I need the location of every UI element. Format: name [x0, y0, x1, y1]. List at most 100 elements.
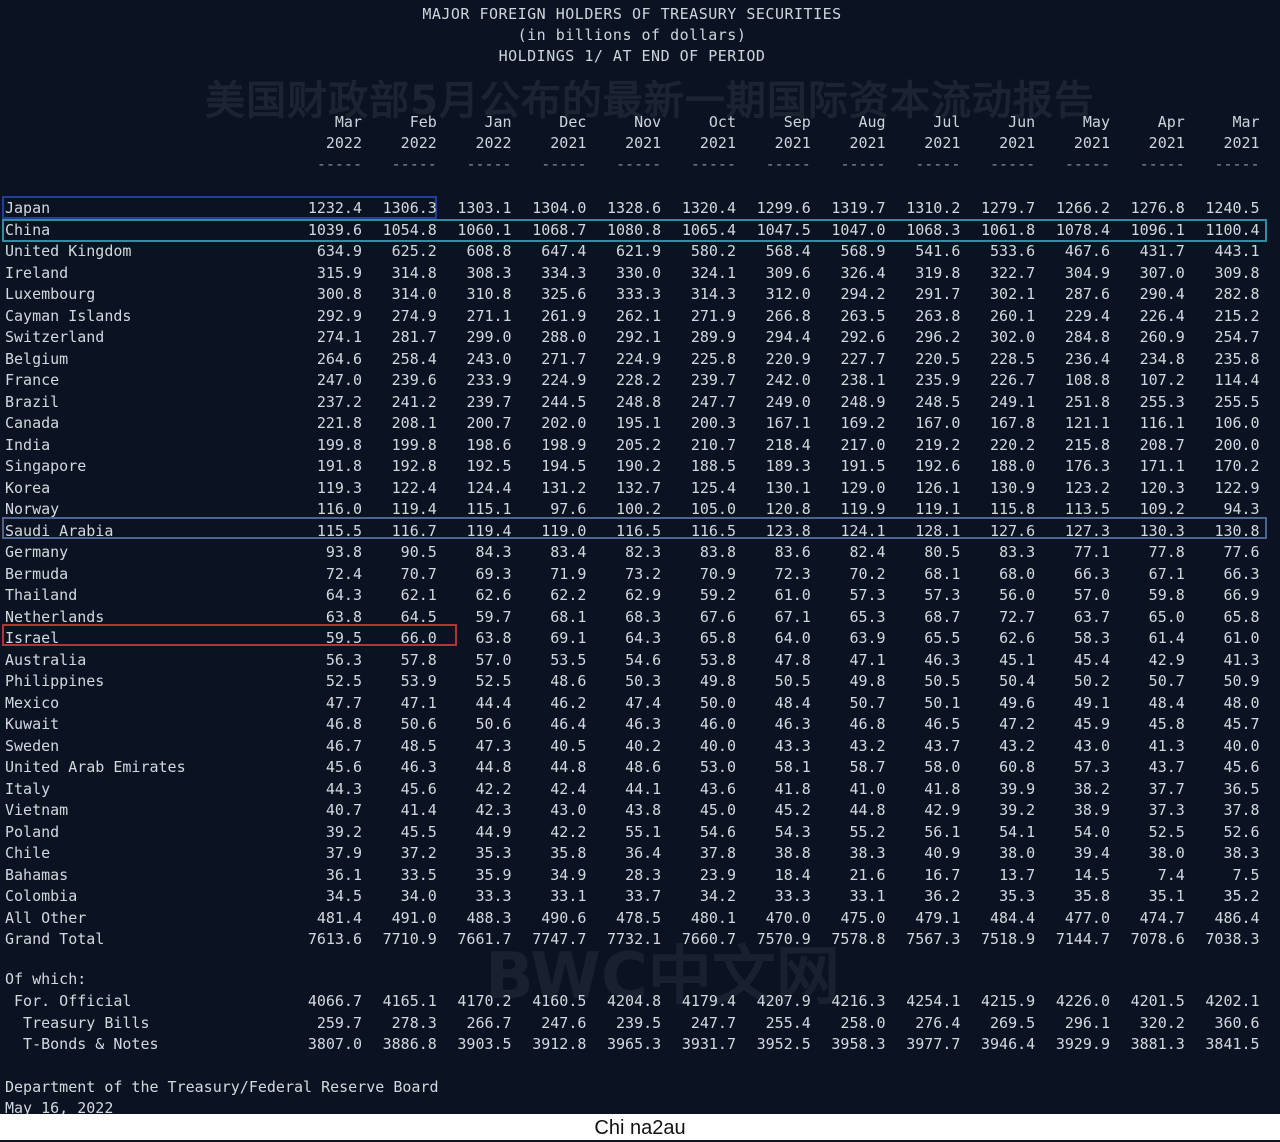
- holding-value: 63.9: [849, 629, 886, 647]
- holding-value: 304.9: [1064, 263, 1110, 282]
- holding-value: 50.7: [1148, 672, 1185, 690]
- holding-value: 249.0: [765, 392, 811, 411]
- table-row: Thailand 64.3 62.1 62.6 62.2 62.9 59.2 61.0 57.3…: [0, 585, 1280, 607]
- holding-value: 45.9: [1073, 715, 1110, 733]
- column-header-divider: -----: [915, 155, 961, 173]
- holding-value: 188.0: [990, 457, 1036, 475]
- holding-value: 127.3: [1064, 521, 1110, 540]
- holding-value: 52.5: [325, 672, 362, 690]
- holding-value: 200.7: [466, 414, 512, 432]
- holding-value: 42.3: [475, 801, 512, 819]
- holding-value: 130.1: [765, 478, 811, 497]
- holding-value: 46.7: [325, 736, 362, 755]
- holding-value: 307.0: [1139, 263, 1185, 282]
- country-name: Germany: [5, 543, 69, 561]
- holding-value: 43.0: [1073, 736, 1110, 755]
- holding-value: 189.3: [765, 457, 811, 475]
- holding-value: 50.4: [999, 672, 1036, 690]
- holding-value: 70.9: [699, 564, 736, 583]
- of-which-value: 3929.9: [1055, 1035, 1110, 1053]
- holding-value: 254.7: [1214, 328, 1260, 346]
- holding-value: 239.7: [690, 371, 736, 389]
- country-name: Vietnam: [5, 801, 69, 819]
- holding-value: 198.6: [466, 435, 512, 454]
- holding-value: 38.3: [1223, 844, 1260, 862]
- holding-value: 123.8: [765, 521, 811, 540]
- holding-value: 299.0: [466, 328, 512, 346]
- holding-value: 247.7: [690, 392, 736, 411]
- holding-value: 191.8: [316, 457, 362, 475]
- holding-value: 7.5: [1232, 865, 1260, 884]
- holding-value: 45.0: [699, 801, 736, 819]
- holding-value: 1310.2: [906, 199, 961, 217]
- holding-value: 291.7: [915, 285, 961, 303]
- holding-value: 54.3: [774, 822, 811, 841]
- of-which-value: 4160.5: [532, 992, 587, 1010]
- holding-value: 46.4: [550, 715, 587, 733]
- holding-value: 1054.8: [382, 220, 437, 239]
- holding-value: 319.8: [915, 263, 961, 282]
- column-header-month: May: [1082, 113, 1110, 131]
- of-which-value: 3952.5: [756, 1035, 811, 1053]
- holding-value: 242.0: [765, 371, 811, 389]
- holding-value: 251.8: [1064, 392, 1110, 411]
- holding-value: 38.0: [999, 844, 1036, 862]
- holding-value: 37.8: [699, 844, 736, 862]
- holding-value: 47.4: [625, 693, 662, 712]
- holding-value: 44.9: [475, 822, 512, 841]
- holding-value: 35.8: [550, 844, 587, 862]
- holding-value: 41.4: [400, 801, 437, 819]
- holding-value: 533.6: [990, 242, 1036, 260]
- holding-value: 53.8: [699, 650, 736, 669]
- country-name: Luxembourg: [5, 285, 96, 303]
- country-name: Australia: [5, 650, 87, 669]
- column-header-year: 2022: [400, 134, 437, 152]
- country-name: United Arab Emirates: [5, 758, 186, 776]
- holding-value: 1303.1: [457, 199, 512, 217]
- holding-value: 467.6: [1064, 242, 1110, 260]
- holding-value: 7518.9: [981, 930, 1036, 948]
- holding-value: 50.5: [924, 672, 961, 690]
- holding-value: 274.1: [316, 328, 362, 346]
- holding-value: 50.9: [1223, 672, 1260, 690]
- holding-value: 228.2: [616, 371, 662, 389]
- column-header-year: 2021: [699, 134, 736, 152]
- holding-value: 45.6: [325, 758, 362, 776]
- holding-value: 108.8: [1064, 371, 1110, 389]
- of-which-row: T-Bonds & Notes 3807.0 3886.8 3903.5 3912.8 3…: [0, 1034, 1280, 1056]
- holding-value: 61.0: [1223, 629, 1260, 647]
- column-header-year: 2021: [774, 134, 811, 152]
- of-which-row-label: Treasury Bills: [5, 1013, 150, 1032]
- of-which-value: 269.5: [990, 1013, 1036, 1032]
- holding-value: 314.0: [391, 285, 437, 303]
- holding-value: 93.8: [325, 543, 362, 561]
- table-row: Luxembourg 300.8 314.0 310.8 325.6 333.3 314.3…: [0, 284, 1280, 306]
- holding-value: 248.9: [840, 392, 886, 411]
- holding-value: 271.7: [541, 349, 587, 368]
- holding-value: 57.0: [1073, 586, 1110, 604]
- holding-value: 491.0: [391, 908, 437, 927]
- holding-value: 45.4: [1073, 650, 1110, 669]
- table-row: Japan 1232.4 1306.3 1303.1 1304.0 1328.6 1320.…: [0, 198, 1280, 220]
- country-name: China: [5, 220, 51, 239]
- holding-value: 21.6: [849, 865, 886, 884]
- holding-value: 194.5: [541, 457, 587, 475]
- of-which-value: 3841.5: [1205, 1035, 1260, 1053]
- country-name: Mexico: [5, 693, 60, 712]
- holding-value: 72.7: [999, 607, 1036, 626]
- holding-value: 28.3: [625, 865, 662, 884]
- holding-value: 33.5: [400, 865, 437, 884]
- holding-value: 1232.4: [307, 199, 362, 217]
- of-which-value: 3886.8: [382, 1035, 437, 1053]
- column-header-year: 2021: [924, 134, 961, 152]
- table-row: Netherlands 63.8 64.5 59.7 68.1 68.3 67.6 67.1 6…: [0, 607, 1280, 629]
- table-row: Bahamas 36.1 33.5 35.9 34.9 28.3 23.9 18.4 21.6 1…: [0, 865, 1280, 887]
- holding-value: 188.5: [690, 457, 736, 475]
- holding-value: 7747.7: [532, 930, 587, 948]
- holding-value: 43.0: [550, 801, 587, 819]
- holding-value: 52.6: [1223, 822, 1260, 841]
- holding-value: 258.4: [391, 349, 437, 368]
- holding-value: 40.5: [550, 736, 587, 755]
- holding-value: 229.4: [1064, 306, 1110, 325]
- holding-value: 1320.4: [681, 199, 736, 217]
